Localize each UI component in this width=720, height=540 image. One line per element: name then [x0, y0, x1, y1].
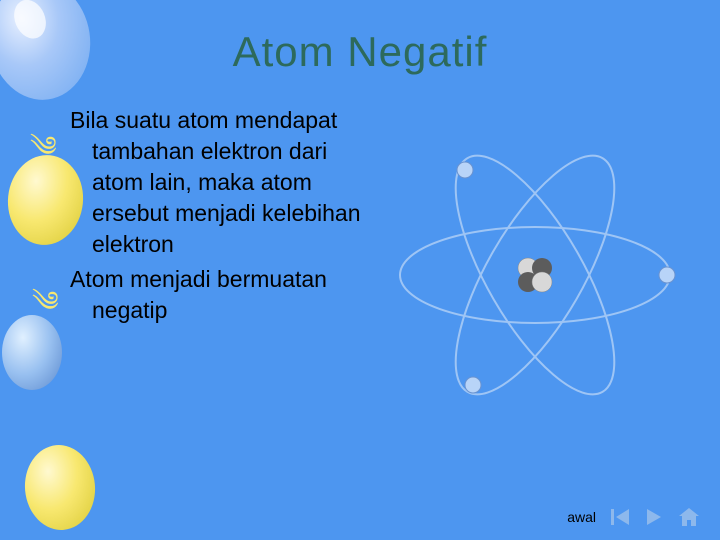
slide-body: Bila suatu atom mendapat tambahan elektr…: [70, 105, 375, 330]
home-icon: [679, 508, 699, 526]
slide-title: Atom Negatif: [0, 28, 720, 76]
atom-diagram: [385, 150, 685, 400]
nav-next-button[interactable]: [644, 508, 666, 526]
paragraph: Atom menjadi bermuatan negatip: [70, 264, 375, 326]
paragraph: Bila suatu atom mendapat tambahan elektr…: [70, 105, 375, 260]
skip-back-icon: [611, 509, 631, 525]
nav-bar: awal: [567, 508, 700, 526]
balloon-decoration: [21, 442, 98, 533]
slide: ༄ ༄ Atom Negatif Bila suatu atom mendapa…: [0, 0, 720, 540]
balloon-decoration: [2, 315, 62, 390]
nav-home-button[interactable]: [678, 508, 700, 526]
play-icon: [647, 509, 663, 525]
nav-home-label[interactable]: awal: [567, 509, 596, 525]
nav-first-button[interactable]: [610, 508, 632, 526]
